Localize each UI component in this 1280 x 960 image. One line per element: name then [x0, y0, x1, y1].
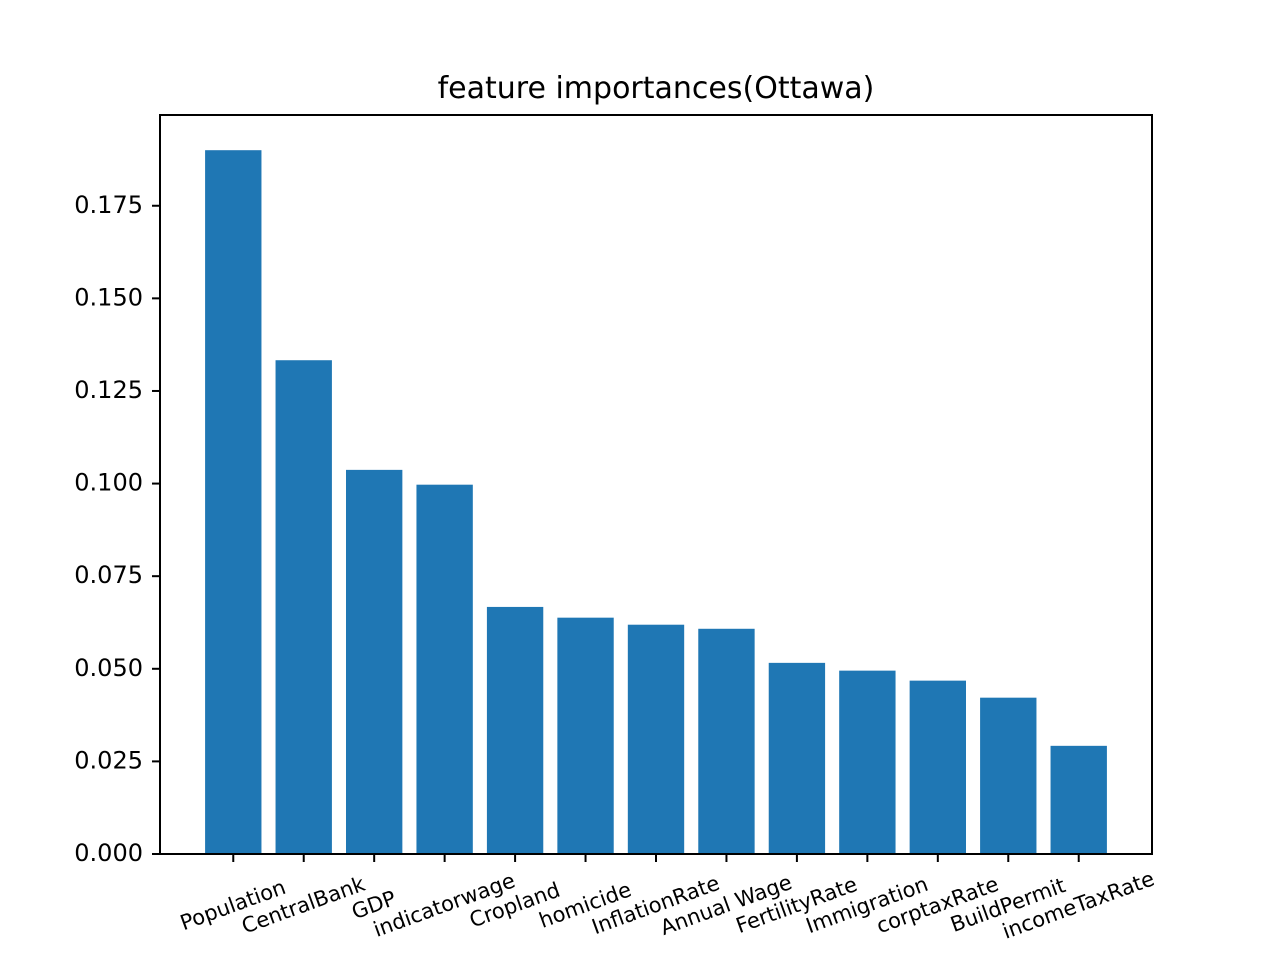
y-tick-label: 0.125 — [74, 376, 143, 404]
y-tick-label: 0.100 — [74, 469, 143, 497]
bar-inflationrate — [627, 624, 685, 854]
y-tick-label: 0.075 — [74, 561, 143, 589]
bar-centralbank — [275, 360, 332, 854]
bar-annual-wage — [698, 628, 755, 854]
y-tick-label: 0.025 — [74, 746, 143, 774]
bar-fertilityrate — [768, 662, 826, 854]
axes-frame — [159, 114, 1153, 855]
y-tick-label: 0.150 — [74, 283, 143, 311]
bar-corptaxrate — [909, 680, 966, 854]
x-axis: PopulationCentralBankGDPindicatorwageCro… — [177, 854, 1158, 944]
bar-homicide — [557, 617, 614, 854]
bar-buildpermit — [980, 697, 1037, 854]
bar-population — [205, 150, 262, 854]
chart-title: feature importances(Ottawa) — [438, 71, 875, 106]
bars-group — [205, 150, 1107, 854]
y-tick-label: 0.000 — [74, 839, 143, 867]
y-axis: 0.000 0.025 0.050 0.075 0.100 0.125 0.150 0.175 — [74, 191, 160, 867]
y-tick-label: 0.175 — [74, 191, 143, 219]
bar-gdp — [346, 469, 403, 854]
bar-immigration — [839, 670, 896, 854]
bar-cropland — [486, 606, 544, 854]
bar-incometaxrate — [1050, 745, 1107, 854]
bar-indicatorwage — [416, 484, 473, 854]
y-tick-label: 0.050 — [74, 654, 143, 682]
